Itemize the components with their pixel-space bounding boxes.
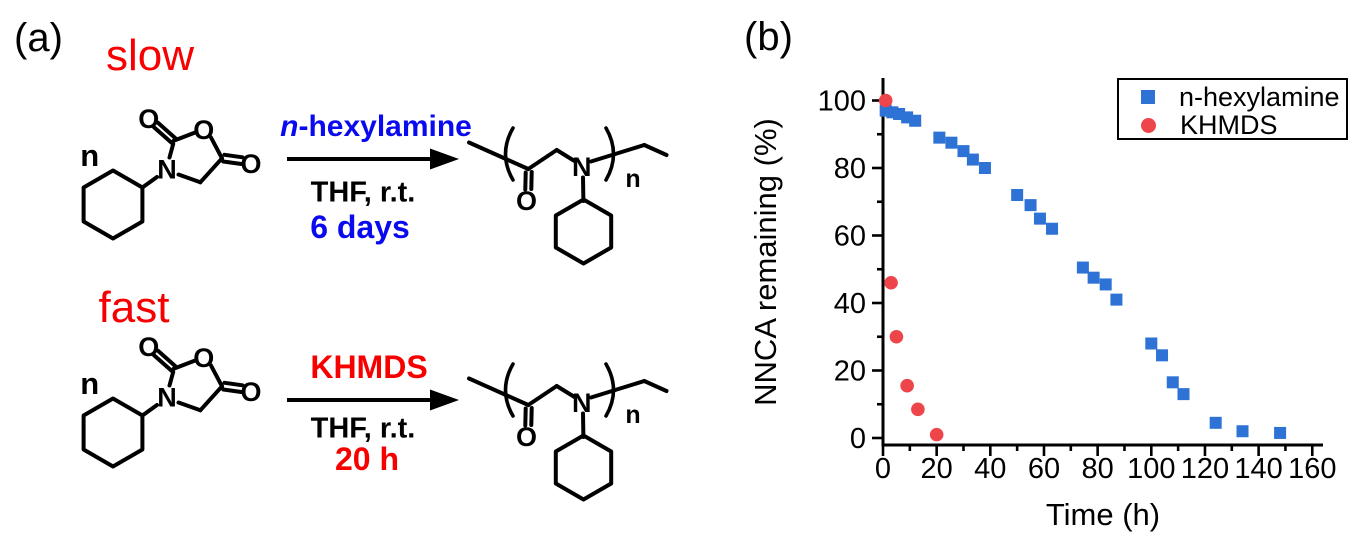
monomer-count-label: n [80,138,99,173]
nnca-kinetics-chart: 0 20 40 60 80 100 120 140 160 0 20 40 60 80 100 Time (h… [740,60,1368,545]
polypeptoid-product-structure-1: O N n [467,126,669,266]
y-tick-label: 60 [834,221,866,253]
y-tick-label: 40 [834,288,866,320]
red-circle-marker-icon [1141,117,1156,133]
y-axis-title: NNCA remaining (%) [748,118,783,406]
nitrogen-label: N [157,155,177,185]
x-tick-label: 40 [974,453,1006,485]
cyclohexane-ring [553,433,614,502]
cyclohexane-ring [81,168,145,241]
y-tick-label: 0 [850,423,866,455]
carbonyl-oxygen-label: O [240,149,261,179]
ring-oxygen-label: O [193,115,214,145]
series-KHMDS [878,93,944,442]
legend-label: n-hexylamine [1179,81,1340,112]
reaction-arrow-2 [287,389,459,411]
arrowhead-icon [430,389,459,411]
panel-a-label: (a) [14,16,63,60]
reagent-label-n-hexylamine: n-hexylamine [280,112,472,142]
y-axis-ticks: 0 20 40 60 80 100 [818,86,883,455]
ring-oxygen-label: O [193,343,214,373]
reagent-rest: -hexylamine [298,110,472,143]
x-tick-label: 60 [1028,453,1060,485]
carbonyl-oxygen-label: O [138,332,159,362]
series-n-hexylamine [879,104,1287,439]
reagent-italic-prefix: n [280,110,299,143]
x-tick-label: 80 [1082,453,1114,485]
reaction-time-label-1: 6 days [310,209,410,245]
panel-b-label: (b) [744,15,793,59]
close-paren [604,126,616,182]
x-tick-label: 140 [1234,453,1282,485]
nitrogen-label: N [572,152,592,182]
x-tick-label: 0 [875,453,891,485]
legend-label: KHMDS [1180,109,1278,140]
repeat-unit-subscript: n [625,165,640,193]
reaction-arrow-1 [287,148,459,170]
monomer-count-label: n [80,366,99,401]
repeat-unit-subscript: n [625,401,640,429]
x-tick-label: 100 [1127,453,1175,485]
open-paren [503,362,515,418]
arrowhead-icon [430,148,459,170]
cyclohexane-ring [553,197,614,266]
cyclohexane-ring [81,396,145,469]
x-tick-label: 20 [921,453,953,485]
rate-label-slow: slow [105,31,195,80]
conditions-label-1: THF, r.t. [310,176,416,209]
y-tick-label: 20 [834,356,866,388]
polypeptoid-product-structure-2: O N n [467,362,669,502]
carbonyl-oxygen-label: O [516,422,537,452]
y-tick-label: 80 [834,153,866,185]
conditions-label-2: THF, r.t. [310,412,416,445]
carbonyl-oxygen-label: O [240,377,261,407]
close-paren [604,362,616,418]
blue-square-marker-icon [1141,90,1155,104]
nca-monomer-structure-1: O O O N n [80,104,262,241]
x-axis-title: Time (h) [1046,497,1160,532]
y-tick-label: 100 [818,86,866,118]
nitrogen-label: N [572,388,592,418]
reagent-label-khmds: KHMDS [310,349,428,385]
carbonyl-oxygen-label: O [516,186,537,216]
nitrogen-label: N [157,383,177,413]
x-tick-label: 160 [1288,453,1336,485]
open-paren [503,126,515,182]
x-axis-ticks: 0 20 40 60 80 100 120 140 160 [875,445,1336,485]
legend-item-khmds: KHMDS [1119,111,1346,139]
legend-item-n-hexylamine: n-hexylamine [1119,83,1346,111]
nca-monomer-structure-2: O O O N n [80,332,262,469]
chart-legend: n-hexylamine KHMDS [1117,78,1348,140]
carbonyl-oxygen-label: O [138,104,159,134]
rate-label-fast: fast [98,283,170,332]
reaction-time-label-2: 20 h [334,441,400,477]
x-tick-label: 120 [1181,453,1229,485]
